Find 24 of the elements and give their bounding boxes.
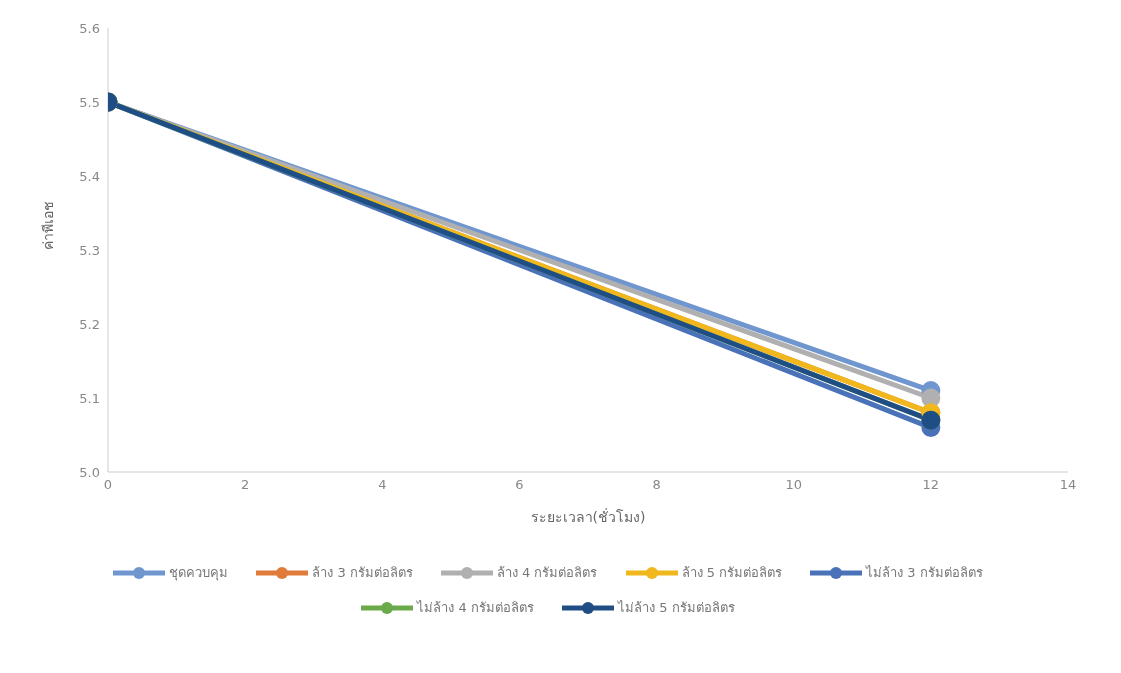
x-tick-label: 12 xyxy=(922,477,940,493)
y-tick-label: 5.2 xyxy=(79,316,100,332)
x-tick-label: 14 xyxy=(1059,477,1077,493)
y-tick-label: 5.1 xyxy=(79,390,100,406)
y-tick-label: 5.6 xyxy=(79,20,100,36)
legend-label: ไม่ล้าง 4 กรัมต่อลิตร xyxy=(417,599,534,617)
x-tick-label: 8 xyxy=(652,477,661,493)
y-axis-title: ค่าพีเอช xyxy=(39,201,56,250)
x-axis-title: ระยะเวลา(ชั่วโมง) xyxy=(530,508,646,525)
x-tick-label: 0 xyxy=(103,477,113,493)
legend-label: ล้าง 3 กรัมต่อลิตร xyxy=(312,564,413,582)
y-tick-label: 5.3 xyxy=(79,242,100,258)
x-tick-label: 10 xyxy=(785,477,802,493)
legend-label: ไม่ล้าง 3 กรัมต่อลิตร xyxy=(866,564,983,582)
legend-label: ล้าง 5 กรัมต่อลิตร xyxy=(681,564,783,582)
x-tick-label: 6 xyxy=(515,477,524,493)
x-tick-label: 2 xyxy=(241,477,250,493)
legend-label: ชุดควบคุม xyxy=(169,564,229,583)
y-tick-label: 5.0 xyxy=(79,464,100,480)
y-tick-label: 5.4 xyxy=(79,168,100,184)
legend-label: ไม่ล้าง 5 กรัมต่อลิตร xyxy=(618,599,735,617)
x-tick-label: 4 xyxy=(378,477,387,493)
legend-label: ล้าง 4 กรัมต่อลิตร xyxy=(496,564,598,582)
y-tick-label: 5.5 xyxy=(79,94,100,110)
